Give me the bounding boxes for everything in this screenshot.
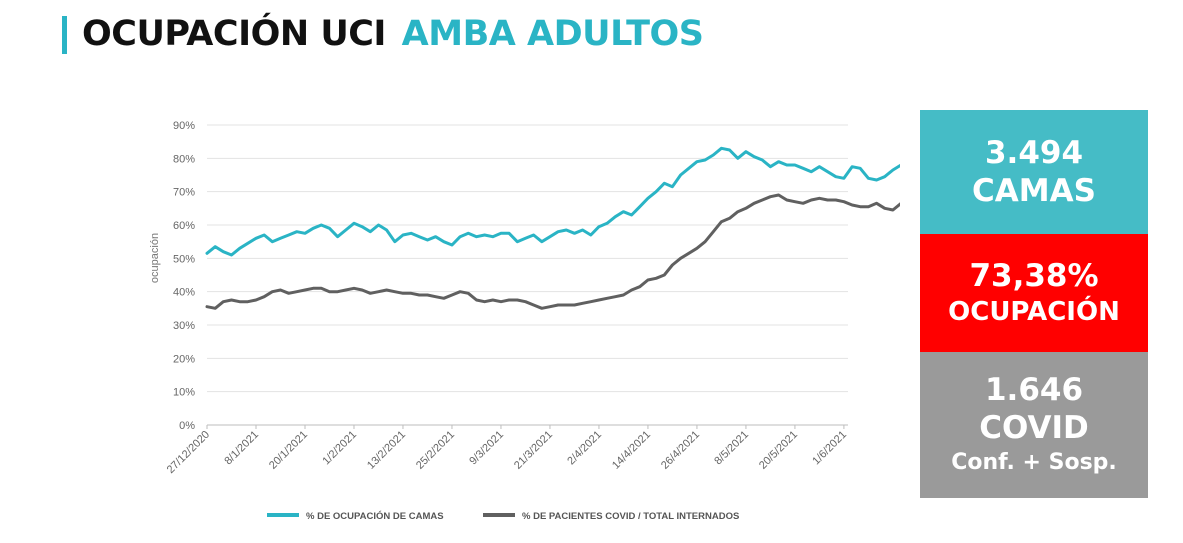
occupancy-label: OCUPACIÓN	[948, 297, 1120, 327]
x-tick-label: 21/3/2021	[512, 429, 555, 472]
x-tick-label: 27/12/2020	[165, 429, 212, 476]
y-tick-label: 50%	[173, 253, 195, 265]
beds-panel: 3.494 CAMAS	[920, 110, 1148, 234]
page-title: OCUPACIÓN UCI AMBA ADULTOS	[82, 12, 704, 56]
y-axis-label: ocupación	[149, 233, 161, 283]
legend-label: % DE PACIENTES COVID / TOTAL INTERNADOS	[522, 511, 739, 522]
covid-panel: 1.646 COVID Conf. + Sosp.	[920, 352, 1148, 498]
x-tick-label: 26/4/2021	[659, 429, 702, 472]
title-part-2: AMBA ADULTOS	[401, 14, 704, 54]
occupancy-chart: 0% 10% 20% 30% 40% 50% 60% 70% 80% 90% 27/12/2020…	[149, 120, 900, 522]
x-tick-label: 2/4/2021	[565, 429, 604, 468]
x-tick-label: 20/1/2021	[267, 429, 310, 472]
beds-value: 3.494	[984, 135, 1084, 171]
x-tick-label: 1/2/2021	[320, 429, 359, 468]
chart-series	[205, 146, 900, 310]
y-tick-label: 20%	[173, 353, 195, 365]
covid-label: COVID	[979, 410, 1089, 446]
y-tick-label: 70%	[173, 187, 195, 199]
x-tick-label: 1/6/2021	[810, 429, 849, 468]
covid-sublabel: Conf. + Sosp.	[951, 450, 1117, 475]
y-axis-ticks: 0% 10% 20% 30% 40% 50% 60% 70% 80% 90%	[173, 120, 195, 432]
x-tick-label: 25/2/2021	[414, 429, 457, 472]
covid-value: 1.646	[984, 372, 1084, 408]
x-tick-label: 8/1/2021	[222, 429, 261, 468]
chart-grid	[207, 124, 848, 426]
title-accent-bar	[62, 16, 67, 54]
y-tick-label: 40%	[173, 287, 195, 299]
y-tick-label: 10%	[173, 387, 195, 399]
y-tick-label: 60%	[173, 220, 195, 232]
occupancy-panel: 73,38% OCUPACIÓN	[920, 234, 1148, 352]
y-tick-label: 80%	[173, 153, 195, 165]
series-line-bed-occupancy	[205, 146, 900, 257]
x-axis-ticks: 27/12/2020 8/1/2021 20/1/2021 1/2/2021 13/2/…	[165, 425, 849, 476]
legend-label: % DE OCUPACIÓN DE CAMAS	[306, 510, 444, 522]
chart-legend: % DE OCUPACIÓN DE CAMAS % DE PACIENTES CO…	[267, 510, 739, 522]
y-tick-label: 30%	[173, 320, 195, 332]
x-tick-label: 20/5/2021	[757, 429, 800, 472]
y-tick-label: 90%	[173, 120, 195, 132]
occupancy-value: 73,38%	[969, 258, 1099, 294]
x-tick-label: 9/3/2021	[467, 429, 506, 468]
beds-label: CAMAS	[972, 173, 1096, 209]
x-tick-label: 13/2/2021	[365, 429, 408, 472]
series-line-covid-ratio	[205, 193, 900, 310]
x-tick-label: 8/5/2021	[712, 429, 751, 468]
title-part-1: OCUPACIÓN UCI	[82, 14, 386, 54]
x-tick-label: 14/4/2021	[610, 429, 653, 472]
y-tick-label: 0%	[179, 420, 195, 432]
